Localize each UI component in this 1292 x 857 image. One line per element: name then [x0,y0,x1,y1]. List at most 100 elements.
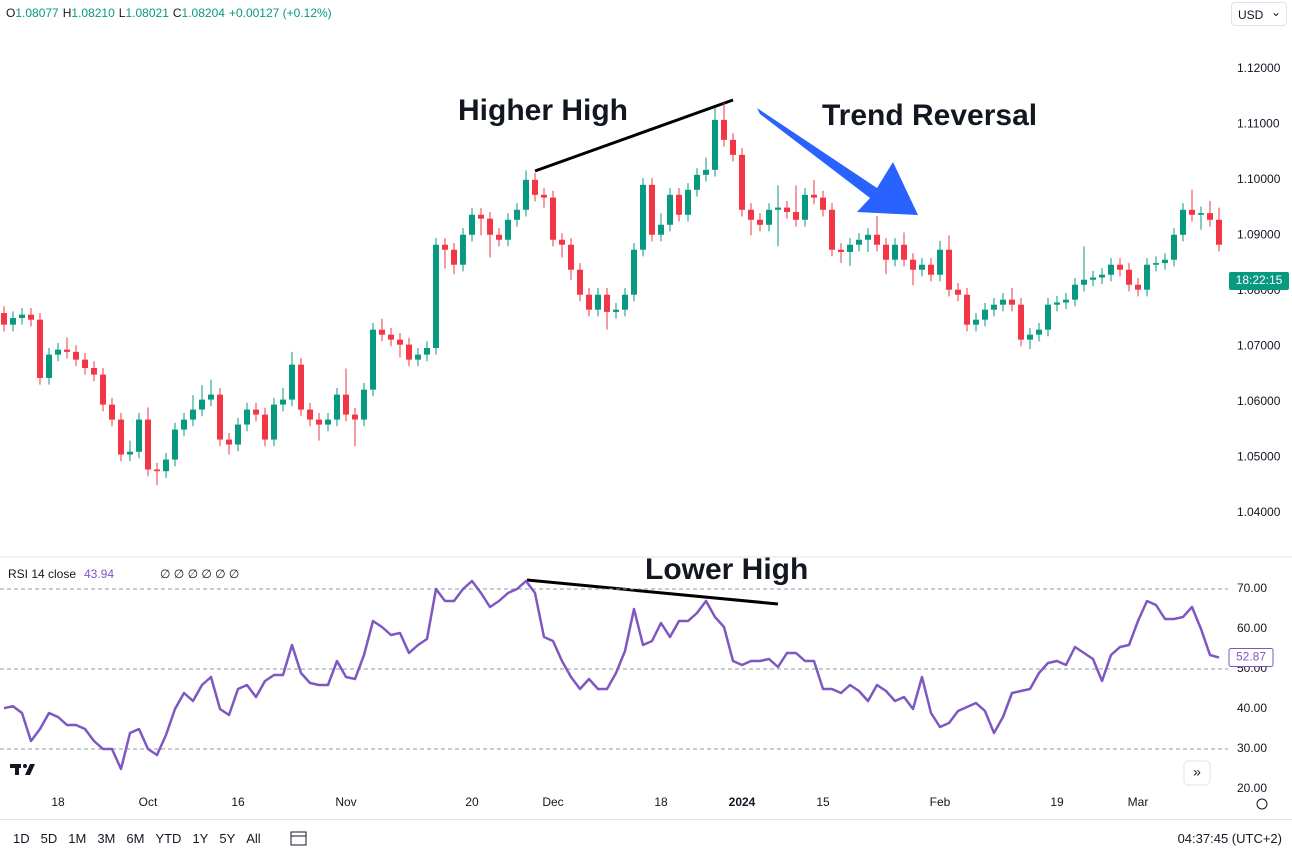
y-tick-label: 1.09000 [1237,227,1281,241]
ranges: 1D 5D 1M 3M 6M YTD 1Y 5Y All [13,831,261,846]
range-button[interactable]: 1Y [192,831,209,846]
currency-select[interactable]: USD [1231,0,1287,26]
candle-body [658,224,664,235]
ohlc-header: O1.08077 H1.08210 L1.08021 C1.08204 +0.00127… [6,6,336,20]
range-button[interactable]: 3M [97,831,116,846]
candle-body [694,174,700,190]
candle-body [577,269,583,295]
candle-body [1009,299,1015,305]
trend-line [534,98,734,173]
candle-body [901,244,907,260]
candle-body [1126,269,1132,285]
candle-body [838,249,844,252]
candle-body [127,451,133,455]
candle-body [406,344,412,360]
clock: 04:37:45 (UTC+2) [1177,831,1282,846]
candle-body [604,294,610,312]
y-tick-label: 1.06000 [1237,394,1281,408]
candle-body [1117,264,1123,270]
candle-body [271,404,277,440]
range-button[interactable]: 5D [40,831,58,846]
candle-body [1135,284,1141,290]
x-tick-label: 19 [1050,795,1064,809]
candle-body [946,249,952,290]
candle-body [955,289,961,295]
range-button[interactable]: 5Y [219,831,236,846]
candle-body [766,209,772,225]
ohlc-key: L [118,6,126,20]
scroll-button[interactable]: » [1183,760,1211,786]
range-button[interactable]: 6M [126,831,145,846]
range-button[interactable]: YTD [155,831,182,846]
calendar-icon[interactable] [289,829,309,847]
candle-body [496,234,502,240]
candle-body [1171,234,1177,260]
x-tick-label: Nov [335,795,356,809]
candle-body [55,349,61,355]
candle-body [82,359,88,368]
candle-body [370,329,376,390]
candle-body [883,244,889,260]
candle-body [253,409,259,415]
candle-body [586,294,592,310]
rsi-name: RSI 14 close [8,567,76,581]
ohlc-change: +0.00127 (+0.12%) [228,6,332,20]
candle-body [343,394,349,415]
y-tick-label: 1.07000 [1237,338,1281,352]
candle-body [442,244,448,250]
countdown: 18:22:15 [1236,273,1283,287]
y-tick-label: 1.11000 [1237,116,1280,130]
candle-body [865,234,871,240]
candle-body [595,294,601,310]
candle-body [613,309,619,312]
candle-body [1162,259,1168,264]
candle-body [802,194,808,220]
candle-body [820,197,826,210]
candle-body [1036,329,1042,335]
candle-body [208,394,214,400]
ohlc-value: 1.08204 [181,6,225,20]
candle-body [910,259,916,270]
arrow [757,108,918,215]
candle-body [136,419,142,452]
candle-body [487,218,493,235]
candle-body [73,351,79,360]
annotation: Higher High [458,94,628,127]
settings-icon[interactable] [1256,798,1268,810]
candle-body [163,459,169,472]
candle-body [631,249,637,295]
candle-body [307,409,313,420]
candle-body [514,209,520,220]
candle-body [469,214,475,235]
candle-body [640,184,646,250]
candle-body [37,319,43,378]
x-tick-label: 18 [51,795,65,809]
y-tick-label: 1.10000 [1237,172,1281,186]
candle-body [379,329,385,335]
candle-body [1216,219,1222,245]
candle-body [712,119,718,170]
candle-body [703,169,709,175]
range-button[interactable]: 1D [13,831,30,846]
candle-body [550,197,556,240]
candle-body [829,209,835,250]
candle-body [847,244,853,252]
candle-body [226,439,232,445]
candle-body [316,419,322,425]
range-button[interactable]: 1M [68,831,87,846]
range-button[interactable]: All [246,831,261,846]
y-tick-label: 20.00 [1237,781,1267,795]
ohlc-value: 1.08021 [125,6,169,20]
candle-body [1198,213,1204,215]
candle-body [541,194,547,198]
candle-body [172,429,178,460]
candle-body [982,309,988,320]
candle-body [1081,279,1087,285]
candle-body [523,179,529,210]
candle-body [154,469,160,472]
last-value: 52.87 [1236,650,1266,664]
candle-body [964,294,970,325]
candle-body [937,249,943,275]
candle-body [199,399,205,410]
